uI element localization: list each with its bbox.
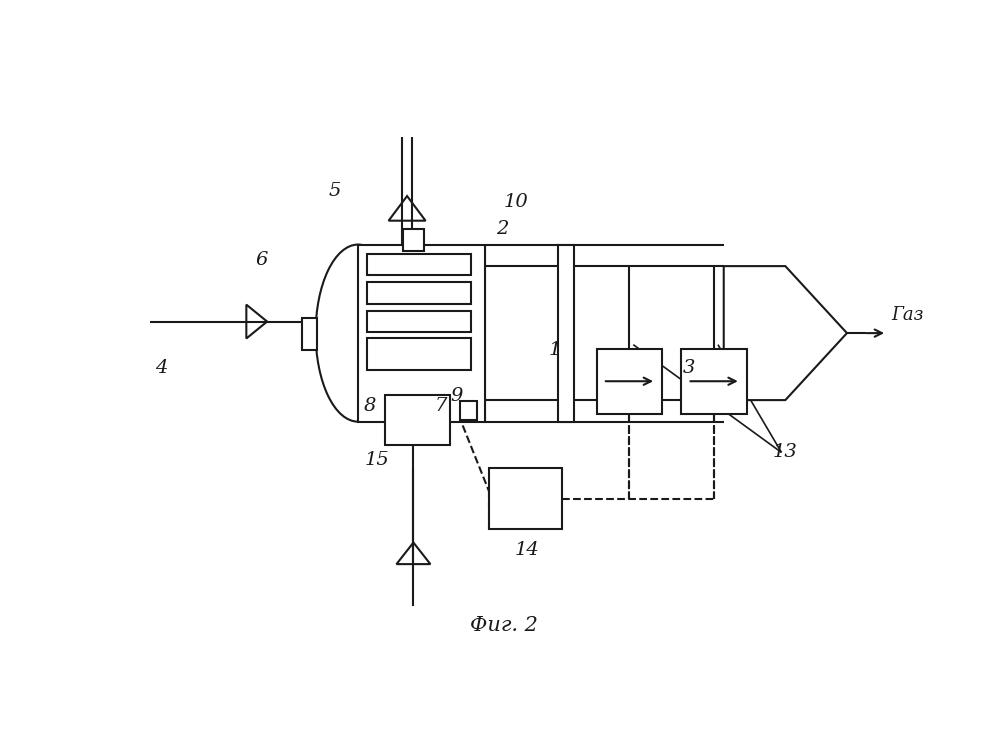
Bar	[489, 468, 562, 529]
Bar	[681, 348, 747, 414]
Bar	[596, 348, 662, 414]
Bar	[403, 229, 425, 251]
Text: 13: 13	[773, 443, 798, 461]
Text: 2: 2	[497, 220, 508, 238]
Text: Фиг. 2: Фиг. 2	[471, 616, 538, 635]
Text: 6: 6	[256, 251, 268, 269]
Text: 8: 8	[364, 397, 376, 416]
Text: 3: 3	[683, 359, 695, 377]
Polygon shape	[723, 266, 847, 400]
Text: 15: 15	[365, 451, 390, 469]
Bar	[368, 338, 472, 370]
Bar	[558, 244, 573, 421]
Bar	[368, 311, 472, 332]
Ellipse shape	[316, 244, 401, 421]
Text: 7: 7	[435, 397, 448, 416]
Text: 10: 10	[503, 193, 528, 211]
Bar	[358, 244, 486, 421]
Text: 9: 9	[451, 387, 463, 405]
Bar	[385, 394, 451, 445]
Text: 1: 1	[548, 341, 560, 359]
Bar	[368, 254, 472, 276]
Text: 14: 14	[515, 541, 539, 559]
Bar	[302, 318, 317, 350]
Bar	[461, 401, 478, 420]
Text: 5: 5	[329, 182, 341, 200]
Text: Газ: Газ	[891, 306, 924, 324]
Bar	[368, 282, 472, 304]
Text: 4: 4	[156, 359, 168, 377]
